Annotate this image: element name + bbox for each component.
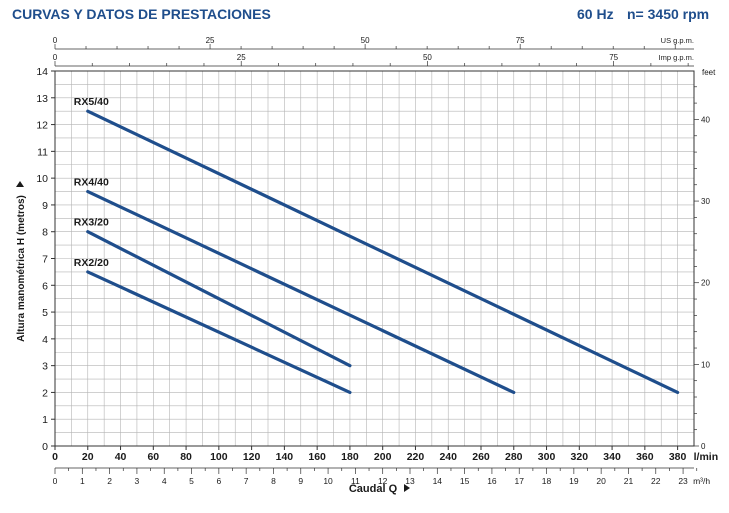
y-axis-arrow-icon: [16, 181, 24, 187]
x-tick-label: 180: [341, 451, 359, 463]
m3h-tick-label: 11: [351, 476, 360, 486]
y-tick-label: 10: [36, 173, 48, 185]
y-tick-label: 14: [36, 66, 48, 78]
secondary-axes: 0 1 2 3 4 5 6 7 8 9 10 11 12 13 14 15 16 17 18 19 20 21 22 23 m³…: [53, 36, 716, 486]
y-tick-label: 9: [42, 200, 48, 212]
m3h-tick-label: 15: [460, 476, 470, 486]
feet-tick-label: 30: [701, 197, 710, 206]
y-tick-label: 2: [42, 387, 48, 399]
x-tick-label: 100: [210, 451, 228, 463]
y-axis-label: Altura manométrica H (metros): [16, 195, 27, 342]
m3h-tick-label: 13: [405, 476, 415, 486]
us-gpm-tick-label: 50: [361, 36, 370, 45]
m3h-tick-label: 8: [271, 476, 276, 486]
m3h-tick-label: 12: [378, 476, 388, 486]
chart-title: CURVAS Y DATOS DE PRESTACIONES: [12, 6, 271, 22]
us-gpm-tick-label: 0: [53, 36, 58, 45]
y-tick-label: 1: [42, 414, 48, 426]
x-axis-arrow-icon: [404, 484, 410, 492]
y-tick-label: 4: [42, 334, 48, 346]
feet-tick-label: 10: [701, 360, 710, 369]
m3h-tick-label: 9: [298, 476, 303, 486]
series-line: [86, 270, 352, 395]
m3h-tick-label: 23: [678, 476, 688, 486]
m3h-tick-label: 0: [53, 476, 58, 486]
feet-unit-label: feet: [702, 68, 716, 77]
x-tick-label: 0: [52, 451, 58, 463]
x-tick-label: 120: [243, 451, 261, 463]
imp-gpm-tick-label: 50: [423, 53, 432, 62]
x-tick-label: 300: [538, 451, 556, 463]
x-tick-label: 40: [115, 451, 127, 463]
us-gpm-tick-label: 25: [206, 36, 215, 45]
m3h-tick-label: 20: [596, 476, 606, 486]
x-tick-label: 380: [669, 451, 687, 463]
us-gpm-tick-label: 75: [516, 36, 525, 45]
x-unit-label: l/min: [694, 451, 719, 463]
y-tick-label: 6: [42, 280, 48, 292]
imp-gpm-unit-label: Imp g.p.m.: [659, 53, 694, 62]
x-tick-label: 140: [276, 451, 294, 463]
m3h-tick-label: 22: [651, 476, 661, 486]
feet-tick-label: 40: [701, 115, 710, 124]
m3h-tick-label: 16: [487, 476, 497, 486]
y-tick-label: 5: [42, 307, 48, 319]
x-tick-label: 160: [308, 451, 326, 463]
series-line: [86, 189, 516, 395]
imp-gpm-tick-label: 25: [237, 53, 246, 62]
y-tick-label: 12: [36, 120, 48, 132]
series-lines: [86, 109, 680, 395]
x-tick-label: 20: [82, 451, 94, 463]
m3h-tick-label: 18: [542, 476, 552, 486]
series-line: [86, 109, 680, 395]
feet-tick-label: 0: [701, 442, 706, 451]
m3h-tick-label: 7: [244, 476, 249, 486]
us-gpm-unit-label: US g.p.m.: [661, 36, 694, 45]
x-tick-label: 220: [407, 451, 425, 463]
feet-tick-label: 20: [701, 279, 710, 288]
m3h-tick-label: 1: [80, 476, 85, 486]
x-tick-label: 360: [636, 451, 654, 463]
x-axis-label: Caudal Q: [349, 483, 398, 495]
x-tick-label: 80: [180, 451, 192, 463]
y-tick-label: 11: [37, 146, 48, 158]
m3h-tick-label: 2: [107, 476, 112, 486]
m3h-tick-label: 4: [162, 476, 167, 486]
x-tick-label: 320: [571, 451, 589, 463]
series-label: RX3/20: [74, 217, 109, 229]
series-line: [86, 230, 352, 368]
y-tick-label: 3: [42, 361, 48, 373]
x-tick-label: 340: [603, 451, 621, 463]
y-tick-label: 13: [36, 93, 48, 105]
x-tick-label: 60: [147, 451, 159, 463]
x-tick-label: 240: [439, 451, 457, 463]
grid: [55, 71, 694, 446]
imp-gpm-tick-label: 75: [609, 53, 618, 62]
m3h-unit-label: m³/h: [693, 476, 710, 486]
x-tick-label: 280: [505, 451, 523, 463]
axis-ticks: 0 20 40 60 80 100 120 140 160 180 200 220 240 260 280 3…: [36, 66, 718, 463]
y-tick-label: 8: [42, 227, 48, 239]
y-tick-label: 0: [42, 441, 48, 453]
m3h-tick-label: 5: [189, 476, 194, 486]
series-labels: RX5/40 RX4/40 RX3/20 RX2/20: [74, 96, 109, 269]
speed-label: n= 3450 rpm: [627, 6, 710, 22]
imp-gpm-tick-label: 0: [53, 53, 58, 62]
frequency-label: 60 Hz: [577, 6, 614, 22]
m3h-tick-label: 6: [216, 476, 221, 486]
series-label: RX4/40: [74, 177, 109, 189]
m3h-tick-label: 21: [624, 476, 634, 486]
m3h-tick-label: 10: [323, 476, 333, 486]
series-label: RX5/40: [74, 96, 109, 108]
x-tick-label: 260: [472, 451, 490, 463]
m3h-tick-label: 14: [433, 476, 443, 486]
series-label: RX2/20: [74, 257, 109, 269]
y-tick-label: 7: [42, 254, 48, 266]
m3h-tick-label: 19: [569, 476, 579, 486]
m3h-tick-label: 17: [514, 476, 524, 486]
m3h-tick-label: 3: [135, 476, 140, 486]
x-tick-label: 200: [374, 451, 392, 463]
